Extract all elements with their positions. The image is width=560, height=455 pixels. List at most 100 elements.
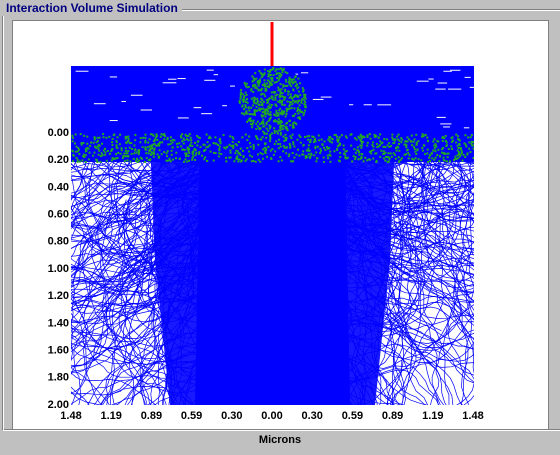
sphere-dot	[257, 121, 259, 123]
band-dot	[314, 147, 316, 149]
sphere-dot	[303, 112, 305, 114]
band-dot	[99, 137, 101, 139]
band-dot	[105, 137, 107, 139]
band-dot	[269, 140, 271, 142]
band-dot	[242, 150, 244, 152]
band-dot	[319, 148, 321, 150]
sphere-dot	[271, 91, 273, 93]
sphere-dot	[274, 70, 276, 72]
sphere-dot	[250, 123, 252, 125]
sphere-dot	[250, 120, 252, 122]
band-dot	[97, 145, 99, 147]
band-dot	[155, 133, 157, 135]
band-dot	[448, 148, 450, 150]
x-tick-label: 1.48	[462, 410, 483, 422]
sphere-dot	[286, 110, 288, 112]
band-dot	[339, 152, 341, 154]
band-dot	[457, 135, 459, 137]
band-dot	[327, 148, 329, 150]
sphere-dot	[271, 104, 273, 106]
band-dot	[411, 135, 413, 137]
sphere-dot	[267, 86, 269, 88]
sphere-dot	[265, 115, 267, 117]
band-dot	[347, 157, 349, 159]
band-dot	[307, 139, 309, 141]
band-dot	[192, 157, 194, 159]
sphere-dot	[241, 106, 243, 108]
band-dot	[169, 158, 171, 160]
band-dot	[293, 157, 295, 159]
sphere-dot	[244, 82, 246, 84]
band-dot	[251, 160, 253, 162]
band-dot	[355, 156, 357, 158]
sphere-dot	[278, 80, 280, 82]
band-dot	[189, 145, 191, 147]
band-dot	[372, 141, 374, 143]
band-dot	[388, 142, 390, 144]
sphere-dot	[248, 110, 250, 112]
x-tick-label: 0.59	[181, 410, 202, 422]
band-dot	[308, 135, 310, 137]
sphere-dot	[292, 81, 294, 83]
band-dot	[144, 161, 146, 163]
band-dot	[240, 148, 242, 150]
sphere-dot	[276, 77, 278, 79]
sphere-dot	[270, 117, 272, 119]
band-dot	[459, 147, 461, 149]
sphere-dot	[301, 98, 303, 100]
band-dot	[246, 147, 248, 149]
band-dot	[75, 133, 77, 135]
sphere-dot	[272, 68, 274, 70]
band-dot	[167, 137, 169, 139]
band-dot	[413, 138, 415, 140]
band-dot	[382, 146, 384, 148]
sphere-dot	[294, 113, 296, 115]
band-dot	[144, 141, 146, 143]
band-dot	[315, 151, 317, 153]
sphere-dot	[282, 84, 284, 86]
band-dot	[292, 143, 294, 145]
band-dot	[296, 139, 298, 141]
sphere-dot	[286, 85, 288, 87]
sphere-dot	[278, 118, 280, 120]
band-dot	[446, 160, 448, 162]
y-tick-label: 1.40	[48, 317, 69, 329]
band-dot	[220, 153, 222, 155]
band-dot	[116, 141, 118, 143]
sphere-dot	[269, 107, 271, 109]
sphere-dot	[289, 77, 291, 79]
band-dot	[324, 140, 326, 142]
sphere-dot	[255, 123, 257, 125]
band-dot	[175, 157, 177, 159]
band-dot	[163, 133, 165, 135]
band-dot	[225, 160, 227, 162]
band-dot	[262, 136, 264, 138]
band-dot	[357, 158, 359, 160]
sphere-dot	[266, 122, 268, 124]
sphere-dot	[274, 97, 276, 99]
band-dot	[433, 159, 435, 161]
band-dot	[142, 137, 144, 139]
band-dot	[283, 136, 285, 138]
band-dot	[465, 146, 467, 148]
band-dot	[161, 153, 163, 155]
band-dot	[379, 140, 381, 142]
band-dot	[280, 146, 282, 148]
sphere-dot	[278, 72, 280, 74]
sphere-dot	[276, 130, 278, 132]
sphere-dot	[265, 89, 267, 91]
band-dot	[266, 156, 268, 158]
band-dot	[172, 159, 174, 161]
band-dot	[184, 158, 186, 160]
band-dot	[192, 151, 194, 153]
band-dot	[457, 149, 459, 151]
band-dot	[461, 152, 463, 154]
band-dot	[441, 148, 443, 150]
band-dot	[323, 161, 325, 163]
band-dot	[429, 160, 431, 162]
y-tick-label: 0.20	[48, 154, 69, 166]
sphere-dot	[291, 79, 293, 81]
band-dot	[125, 142, 127, 144]
band-dot	[471, 134, 473, 136]
band-dot	[301, 154, 303, 156]
